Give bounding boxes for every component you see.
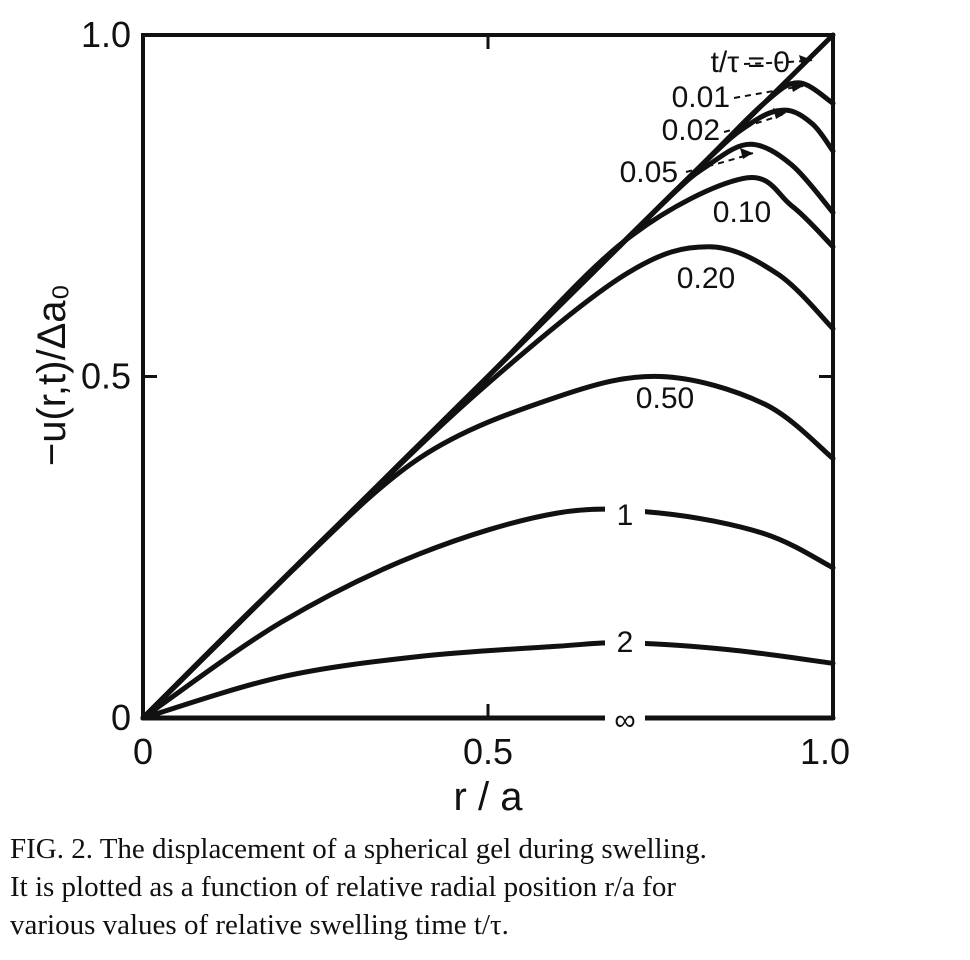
x-tick-label: 0.5 xyxy=(463,731,513,772)
curve-label-9: ∞ xyxy=(614,704,635,737)
curve-label-gap xyxy=(605,495,645,531)
y-tick-label: 1.0 xyxy=(81,14,131,55)
curve-t-1 xyxy=(140,80,836,721)
curve-label-2: 0.02 xyxy=(662,114,720,147)
curve-t-6 xyxy=(140,373,836,721)
curve-label-7: 1 xyxy=(617,499,634,532)
curve-label-6: 0.50 xyxy=(636,382,694,415)
x-tick-label: 0 xyxy=(133,731,153,772)
curves-layer xyxy=(140,32,836,721)
figure-caption: FIG. 2. The displacement of a spherical … xyxy=(10,830,960,944)
y-tick-label: 0 xyxy=(111,697,131,738)
caption-line-1: FIG. 2. The displacement of a spherical … xyxy=(10,833,707,865)
ticks-layer: 0 0.5 1.0 0 0.5 1.0 xyxy=(81,14,850,772)
curve-t-3 xyxy=(140,141,836,721)
x-axis-title: r / a xyxy=(454,775,524,819)
curve-labels-layer: t/τ = 00.010.02 0.05 0.10 0.20 0.50 1 2 ∞ xyxy=(605,46,813,737)
y-axis-title: −u(r,t)/Δa₀ xyxy=(30,284,74,466)
curve-label-gap xyxy=(605,700,645,736)
leader-line xyxy=(743,59,813,65)
arrowhead-icon xyxy=(740,148,753,159)
curve-label-5: 0.20 xyxy=(677,262,735,295)
arrowhead-icon xyxy=(773,108,786,119)
arrowhead-icon xyxy=(799,55,812,66)
x-tick-label: 1.0 xyxy=(800,731,850,772)
curve-t-4 xyxy=(140,175,836,721)
curve-label-8: 2 xyxy=(617,626,634,659)
curve-t-8 xyxy=(140,640,836,721)
caption-line-3: various values of relative swelling time… xyxy=(10,909,509,941)
y-tick-label: 0.5 xyxy=(81,356,131,397)
curve-label-1: 0.01 xyxy=(672,81,730,114)
curve-label-3: 0.05 xyxy=(620,156,678,189)
curve-t-7 xyxy=(140,506,836,721)
curve-label-0: t/τ = 0 xyxy=(711,46,790,79)
curve-label-4: 0.10 xyxy=(713,196,771,229)
arrowhead-icon xyxy=(790,81,803,92)
caption-line-2: It is plotted as a function of relative … xyxy=(10,871,676,903)
curve-label-gap xyxy=(605,622,645,658)
